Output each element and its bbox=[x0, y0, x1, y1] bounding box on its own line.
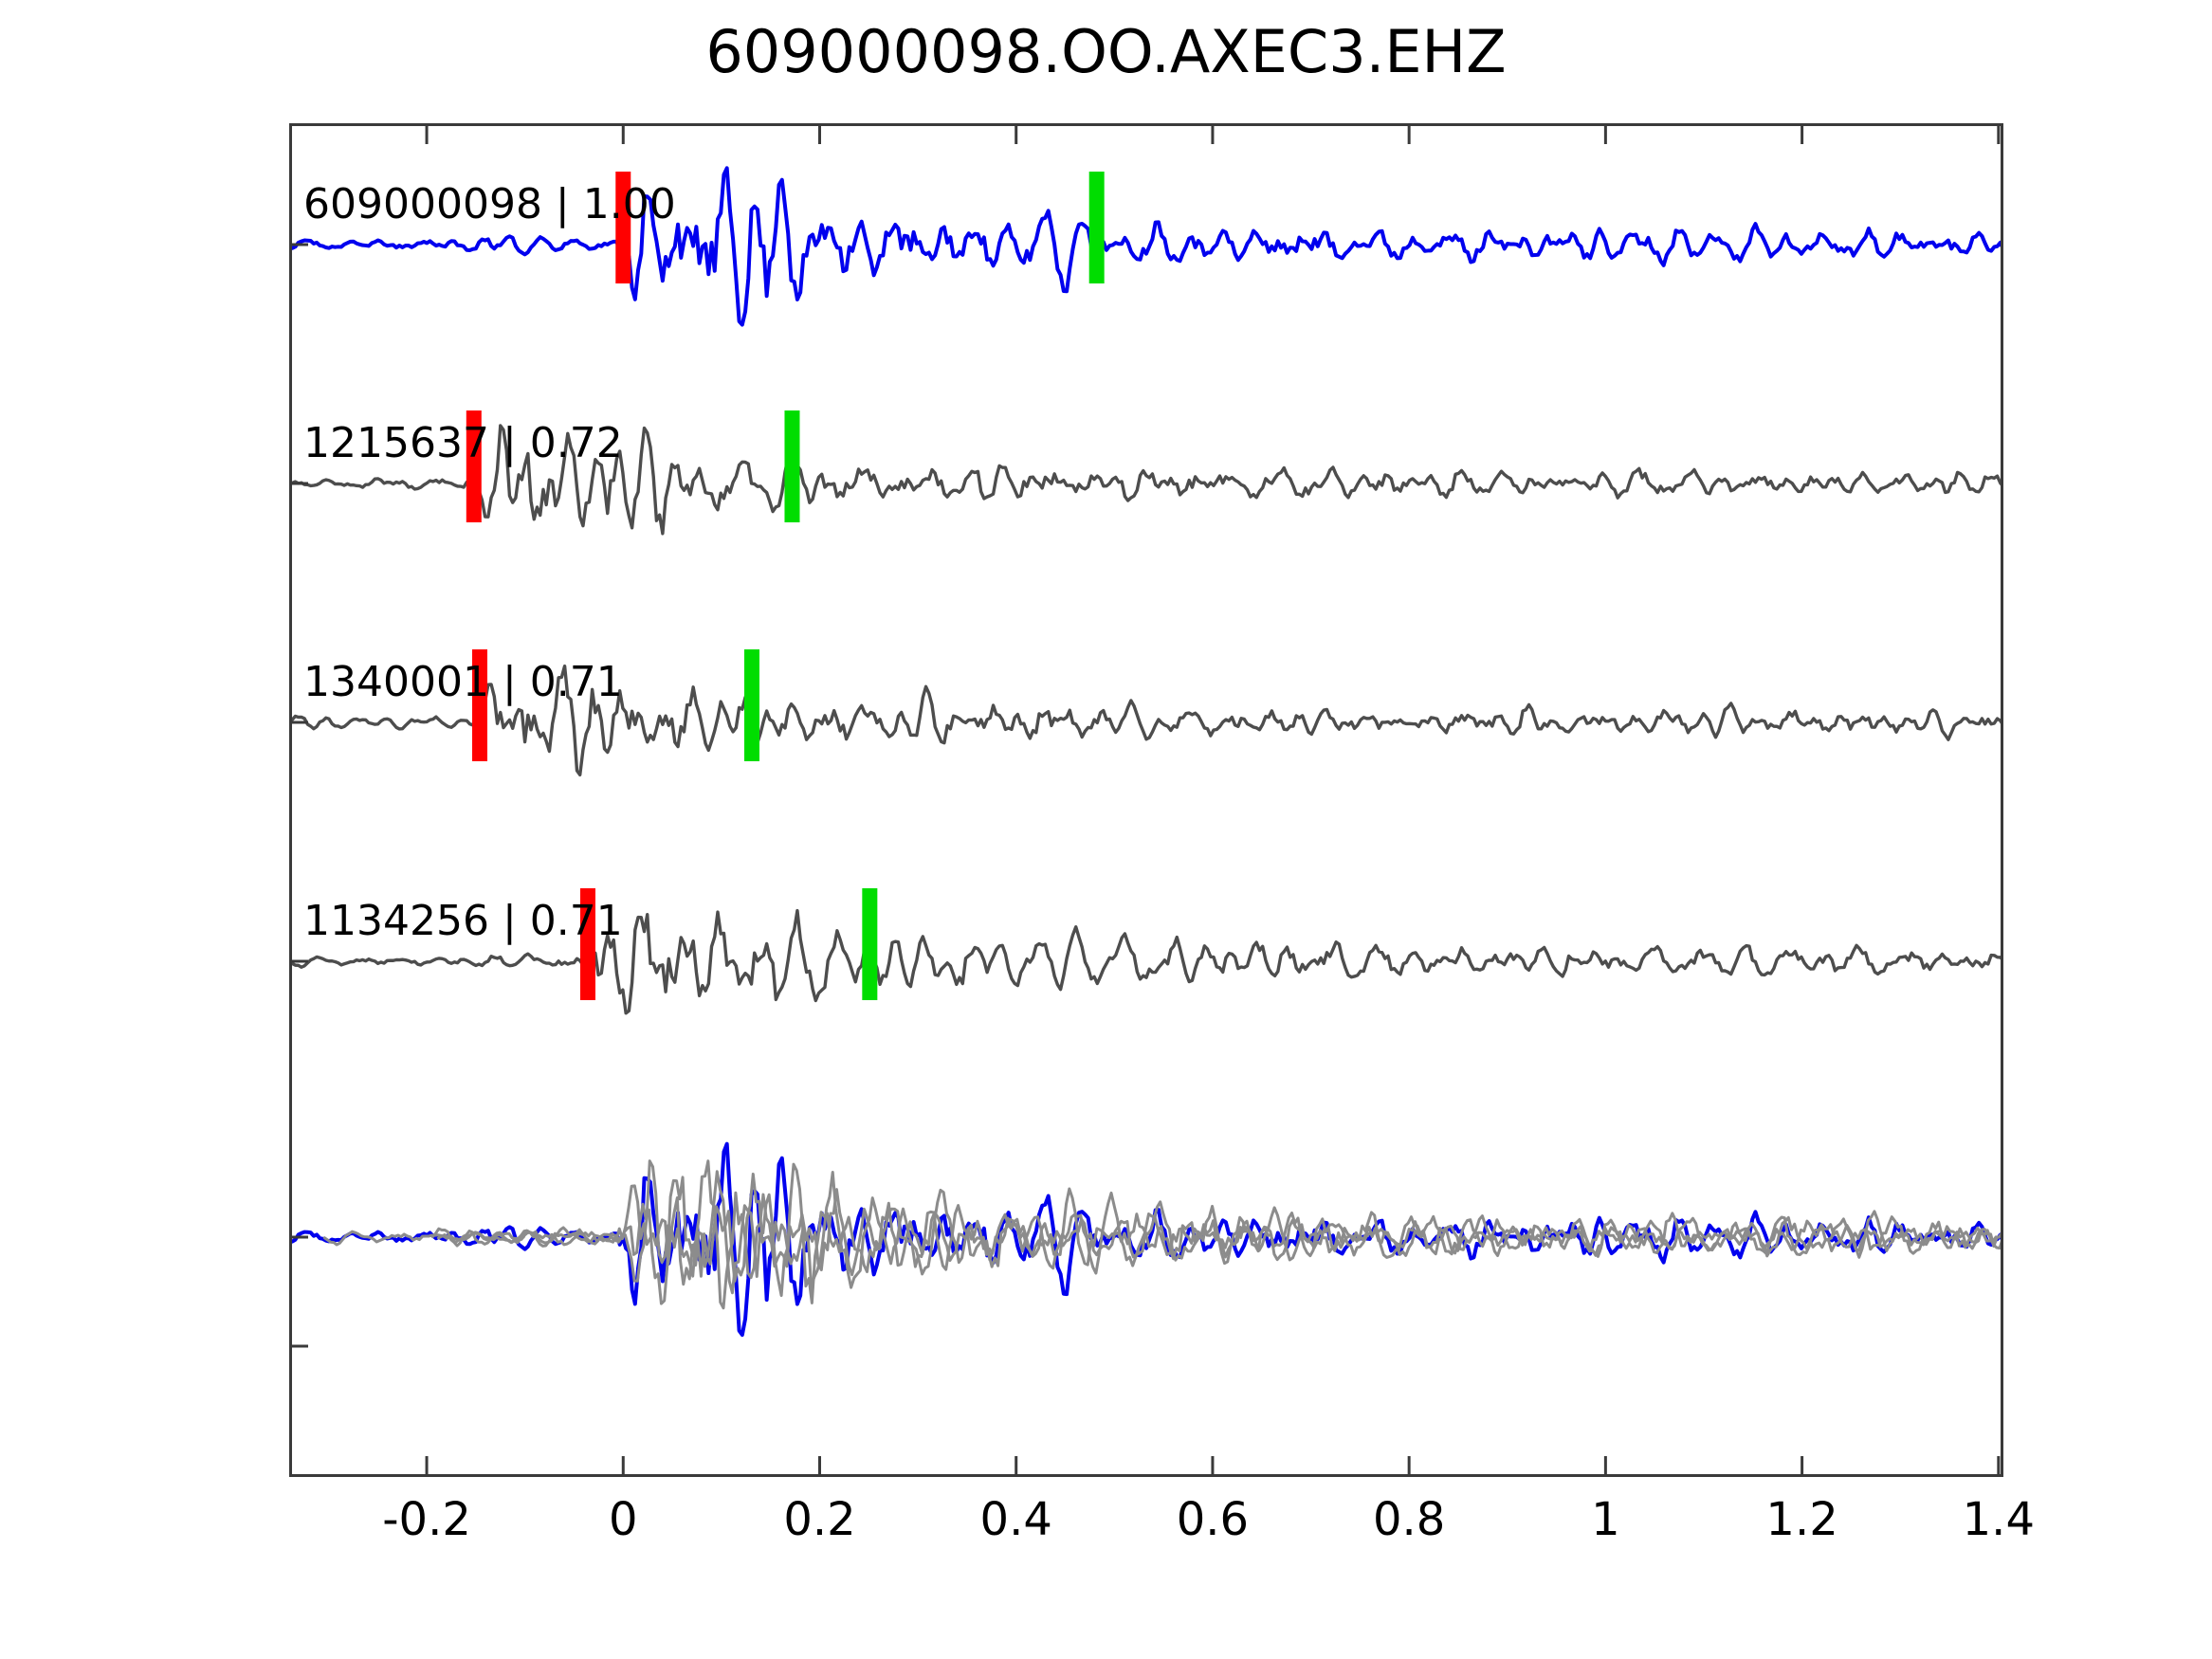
trace-label-609000098: 609000098 | 1.00 bbox=[303, 180, 676, 228]
x-tick-label-7: 1.2 bbox=[1765, 1493, 1838, 1546]
waveform-line bbox=[289, 908, 2003, 1015]
x-tick-label-2: 0.2 bbox=[783, 1493, 856, 1546]
p-pick-marker-1134256[interactable] bbox=[579, 888, 595, 1000]
plot-area: 609000098 | 1.00 1215637 | 0.72 1340001 | … bbox=[289, 123, 2003, 1477]
x-tick-label-3: 0.4 bbox=[979, 1493, 1052, 1546]
overlay-trace-1340001 bbox=[430, 1159, 2003, 1310]
s-pick-marker-1134256[interactable] bbox=[862, 888, 878, 1000]
trace-1215637 bbox=[289, 424, 2003, 536]
x-tick-label-5: 0.8 bbox=[1372, 1493, 1446, 1546]
trace-609000098 bbox=[289, 166, 2003, 327]
waveform-line bbox=[289, 424, 2003, 536]
waveform-line bbox=[289, 664, 2003, 777]
p-pick-marker-1340001[interactable] bbox=[472, 649, 487, 761]
page-title: 609000098.OO.AXEC3.EHZ bbox=[705, 17, 1507, 86]
p-pick-marker-609000098[interactable] bbox=[615, 172, 631, 283]
x-axis-tick-labels: -0.2 0 0.2 0.4 0.6 0.8 1 1.2 1.4 bbox=[289, 1493, 2035, 1559]
s-pick-marker-609000098[interactable] bbox=[1088, 172, 1105, 283]
x-tick-label-0: -0.2 bbox=[382, 1493, 471, 1546]
trace-label-1340001: 1340001 | 0.71 bbox=[303, 658, 623, 706]
x-tick-label-6: 1 bbox=[1591, 1493, 1620, 1546]
waveform-canvas bbox=[289, 123, 2003, 1477]
s-pick-marker-1215637[interactable] bbox=[784, 410, 800, 522]
overlay-trace-1134256 bbox=[322, 1170, 2003, 1305]
x-tick-label-8: 1.4 bbox=[1962, 1493, 2035, 1546]
trace-label-1215637: 1215637 | 0.72 bbox=[303, 419, 623, 467]
p-pick-marker-1215637[interactable] bbox=[466, 410, 482, 522]
waveform-line bbox=[289, 166, 2003, 327]
trace-1340001 bbox=[289, 664, 2003, 777]
x-tick-label-4: 0.6 bbox=[1176, 1493, 1250, 1546]
trace-1134256 bbox=[289, 908, 2003, 1015]
trace-label-1134256: 1134256 | 0.71 bbox=[303, 897, 623, 945]
x-tick-label-1: 0 bbox=[608, 1493, 638, 1546]
s-pick-marker-1340001[interactable] bbox=[744, 649, 759, 761]
